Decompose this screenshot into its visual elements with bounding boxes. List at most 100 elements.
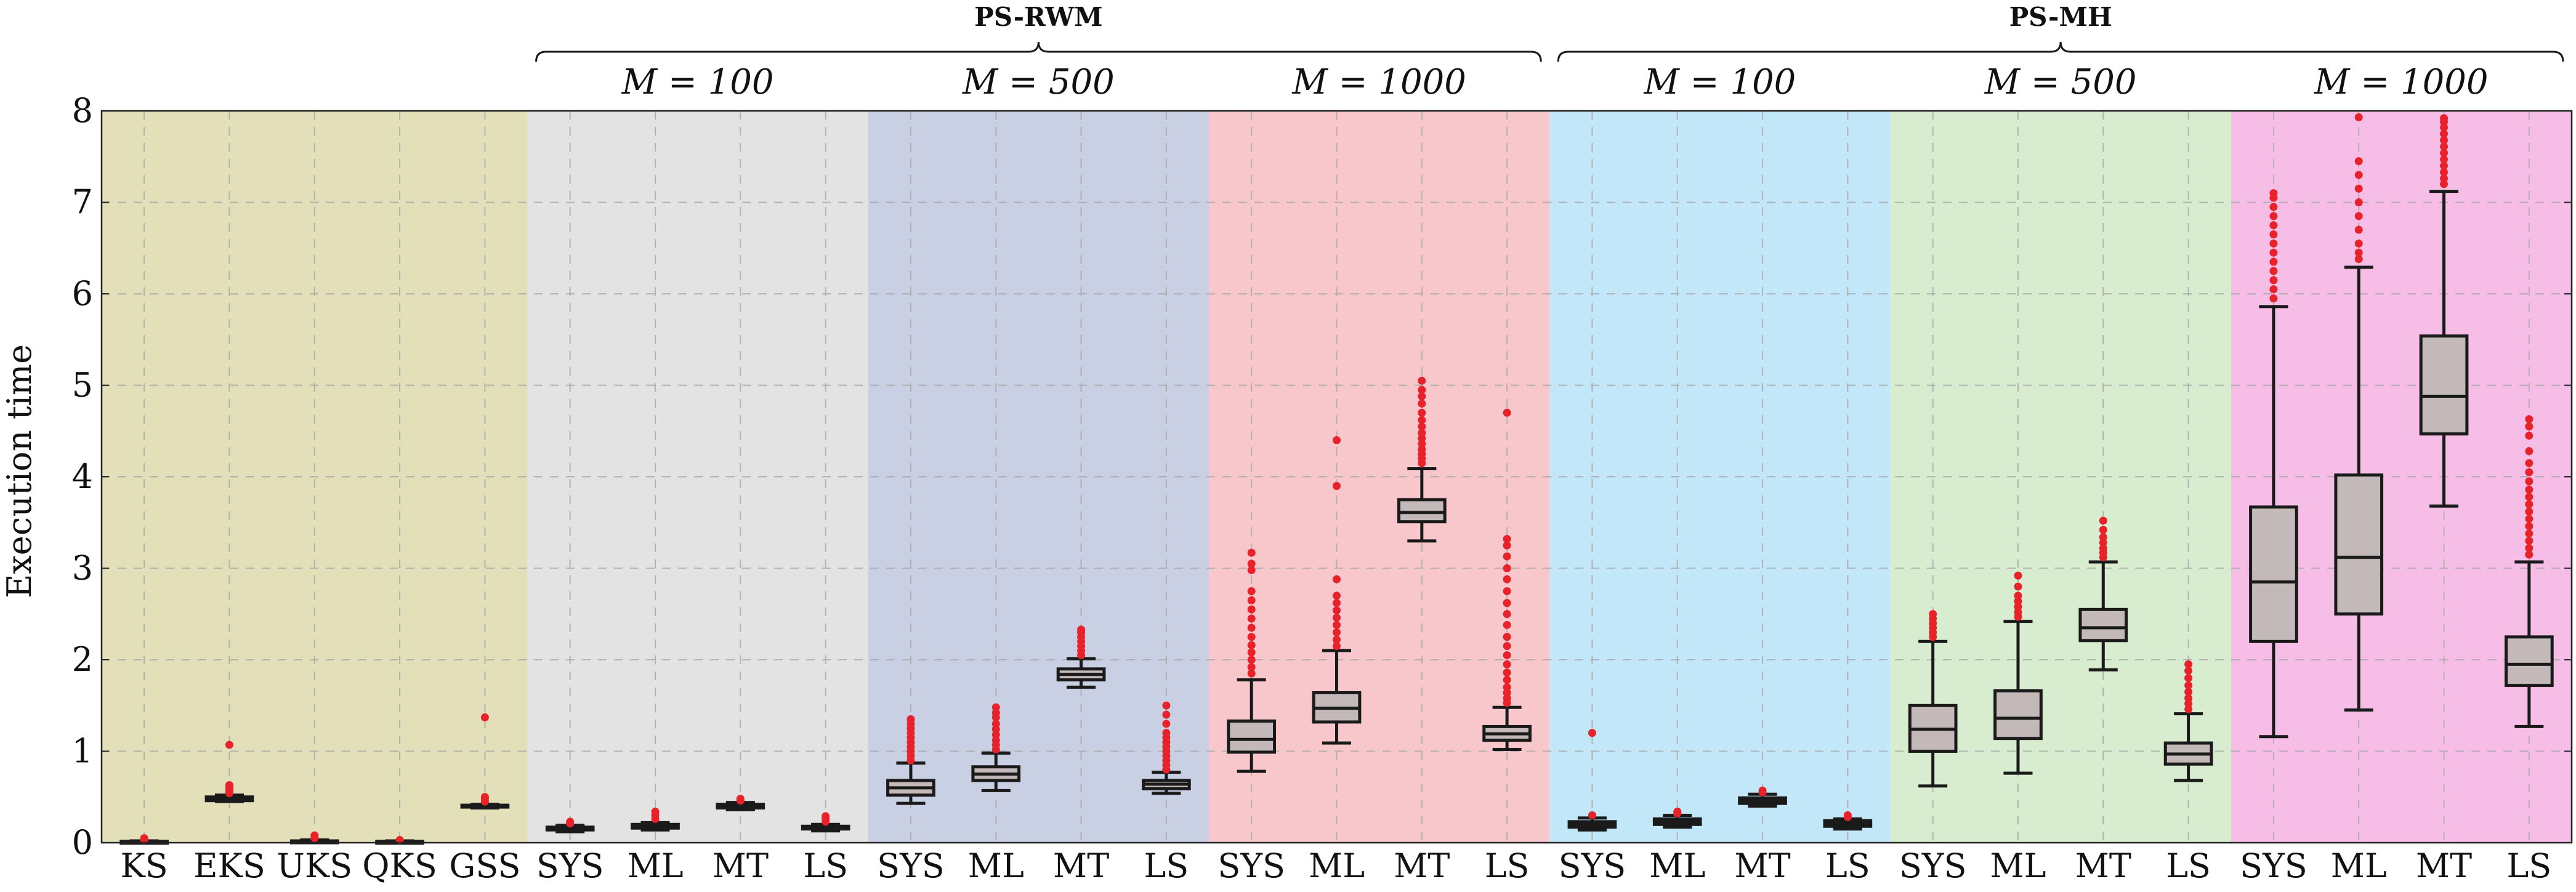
outlier-point [2099,544,2107,553]
outlier-point [2269,276,2278,285]
outlier-point [1247,605,1256,614]
outlier-point [2184,699,2193,708]
outlier-point [1843,811,1852,819]
outlier-point [2525,522,2534,530]
outlier-point [225,740,233,749]
y-tick-label: 6 [72,274,93,313]
box-iqr [2078,607,2128,643]
outlier-point [1418,386,1426,394]
outlier-point [991,731,1000,739]
outlier-point [1162,710,1171,719]
outlier-point [2269,267,2278,275]
outlier-point [1929,610,1937,618]
outlier-point [991,736,1000,745]
x-tick-label: MT [713,846,769,885]
outlier-point [1503,660,1511,668]
outlier-point [2440,114,2449,123]
outlier-point [1503,621,1511,630]
outlier-point [2184,674,2193,683]
outlier-point [2269,212,2278,221]
outlier-point [2014,591,2022,600]
outlier-point [1503,642,1511,651]
outlier-point [2099,538,2107,547]
outlier-point [2354,157,2363,166]
outlier-point [225,780,233,789]
x-tick-label: QKS [362,846,437,885]
outlier-point [2269,221,2278,230]
y-tick-label: 3 [72,549,93,588]
outlier-point [2440,148,2449,157]
outlier-point [906,715,915,724]
outlier-point [1503,633,1511,641]
outlier-point [2099,516,2107,525]
x-tick-label: MT [2416,846,2472,885]
outlier-point [2525,493,2534,501]
outlier-point [1247,663,1256,671]
outlier-point [1503,535,1511,543]
x-tick-label: SYS [536,846,604,885]
x-tick-label: MT [1394,846,1450,885]
outlier-point [1162,729,1171,737]
x-tick-label: ML [968,846,1024,885]
outlier-point [1247,641,1256,649]
x-tick-label: ML [2331,846,2387,885]
outlier-point [1418,422,1426,431]
outlier-point [1418,434,1426,443]
outlier-point [991,703,1000,712]
x-tick-label: LS [1485,846,1530,885]
outlier-point [1418,392,1426,400]
outlier-point [2269,239,2278,248]
outlier-point [2525,477,2534,485]
outlier-point [2269,189,2278,198]
outlier-point [1247,669,1256,678]
x-tick-label: SYS [2240,846,2307,885]
outlier-point [1247,655,1256,664]
panel-subtitle: M = 500 [1984,62,2137,102]
outlier-point [2525,459,2534,468]
group-brace [1557,41,2564,62]
outlier-point [2014,608,2022,617]
outlier-point [2440,180,2449,189]
outlier-point [2354,113,2363,121]
outlier-point [991,708,1000,717]
outlier-point [2184,694,2193,702]
panel-subtitle: M = 1000 [2314,62,2488,102]
x-tick-label: LS [1825,846,1870,885]
panel-subtitle: M = 100 [1644,62,1796,102]
outlier-point [1503,552,1511,561]
group-title: PS-MH [2009,2,2112,32]
y-tick-label: 2 [72,640,93,679]
outlier-point [2184,667,2193,675]
outlier-point [1418,429,1426,437]
outlier-point [1503,599,1511,607]
outlier-point [1418,445,1426,453]
outlier-point [2525,447,2534,455]
outlier-point [2354,184,2363,193]
x-tick-label: ML [1309,846,1365,885]
x-tick-label: MT [1053,846,1109,885]
x-tick-label: SYS [1217,846,1285,885]
outlier-point [2525,529,2534,538]
outlier-point [2525,514,2534,523]
outlier-point [2354,212,2363,221]
outlier-point [1503,541,1511,549]
x-tick-label: KS [120,846,168,885]
outlier-point [2184,660,2193,668]
outlier-point [310,831,319,840]
outlier-point [1588,729,1596,737]
outlier-point [1588,811,1596,819]
outlier-point [2525,468,2534,477]
outlier-point [1247,548,1256,557]
outlier-point [1333,628,1341,636]
outlier-point [1333,606,1341,615]
outlier-point [2525,422,2534,431]
outlier-point [1333,621,1341,630]
outlier-point [1247,648,1256,657]
outlier-point [1673,808,1682,816]
outlier-point [2525,507,2534,516]
x-tick-label: SYS [877,846,945,885]
x-tick-label: LS [2506,846,2551,885]
outlier-point [2525,431,2534,440]
outlier-point [1247,587,1256,596]
